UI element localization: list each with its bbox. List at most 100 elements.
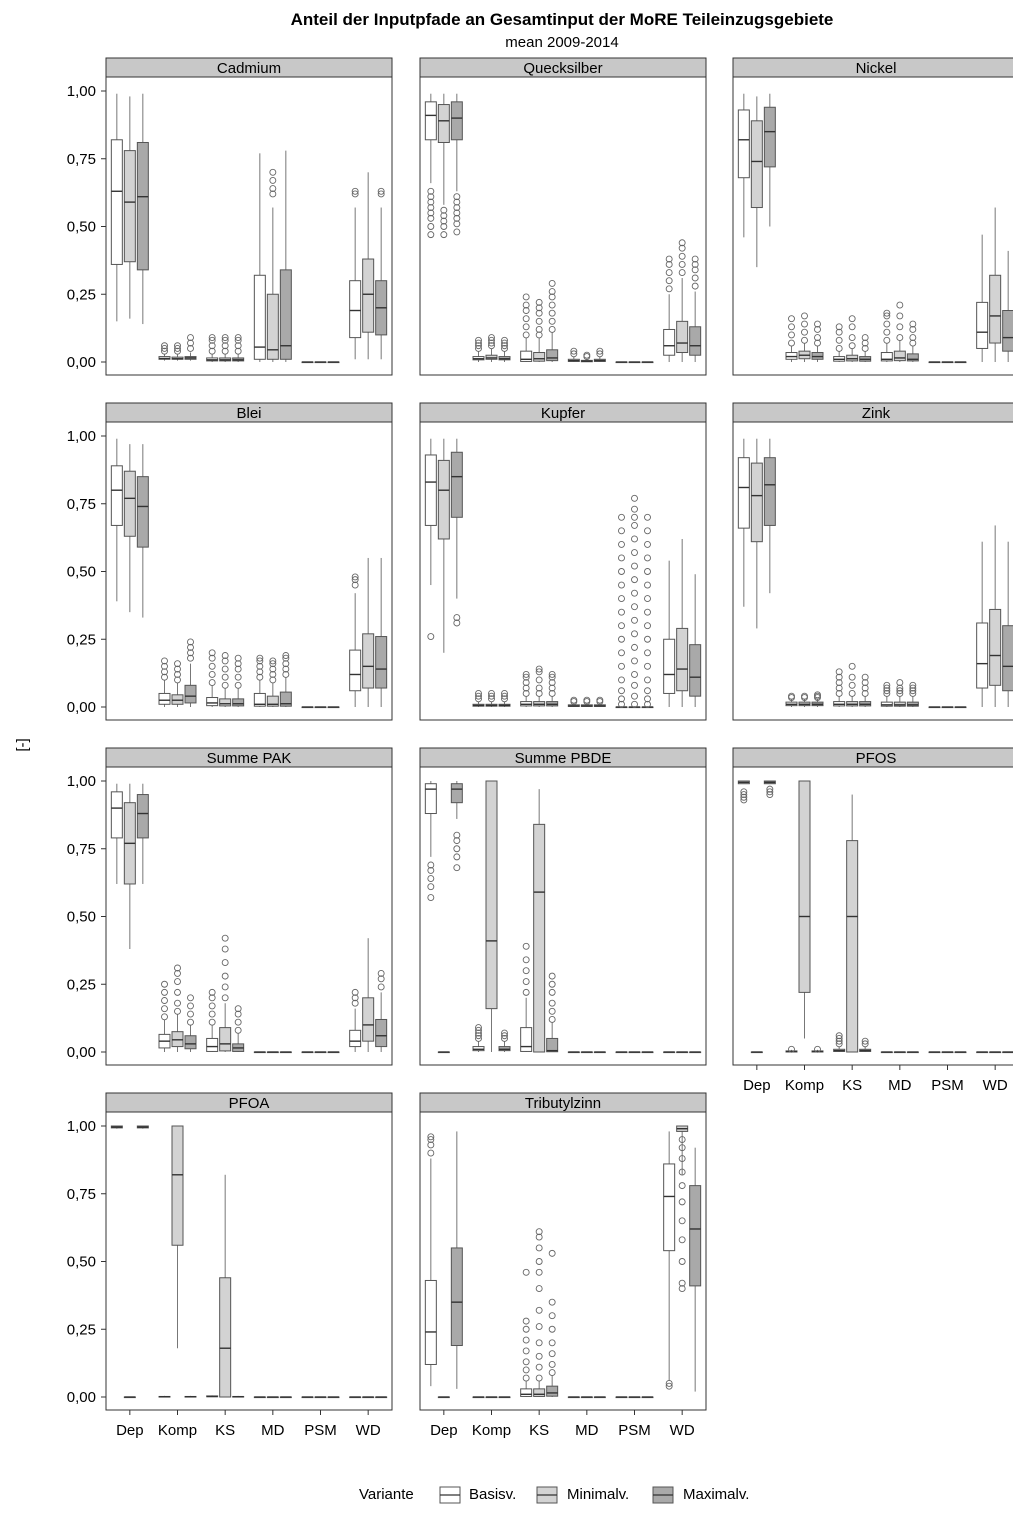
- box-quecksilber-md-basisv-outlier-0: [570, 350, 578, 358]
- box-tributylzinn-wd-minimalv-outlier-7: [678, 1168, 686, 1176]
- box-nickel-ks-maximalv-outlier-2: [861, 334, 869, 342]
- box-kupfer-psm-minimalv-outlier-6: [631, 630, 638, 638]
- box-cadmium-ks-basisv: [206, 334, 219, 362]
- box-tributylzinn-ks-maximalv-outlier-1: [548, 1361, 556, 1368]
- box-quecksilber-ks-basisv-outlier-1: [522, 323, 530, 331]
- box-kupfer-psm-basisv-outlier-7: [618, 622, 625, 630]
- box-kupfer-wd-minimalv-iqr: [676, 627, 689, 692]
- panel-frame-summe-pak: [105, 766, 393, 1066]
- box-quecksilber-dep-basisv-outlier-7: [427, 187, 435, 195]
- box-summe-pbde-komp-basisv-outlier-4: [475, 1024, 482, 1032]
- box-nickel-komp-maximalv-outlier-2: [814, 326, 821, 333]
- box-zink-ks-minimalv-outlier-1: [848, 681, 856, 689]
- box-pfoa-md-basisv: [253, 1396, 266, 1399]
- panel-title-kupfer: Kupfer: [541, 405, 585, 422]
- box-cadmium-ks-maximalv-outlier-2: [234, 336, 242, 344]
- box-summe-pak-wd-basisv-outlier-1: [351, 994, 359, 1002]
- box-kupfer-psm-basisv: [615, 513, 628, 709]
- box-zink-wd-maximalv: [1002, 541, 1013, 707]
- box-nickel-md-basisv-outlier-4: [883, 309, 891, 317]
- box-quecksilber-ks-maximalv-outlier-6: [548, 279, 556, 287]
- box-quecksilber-dep-minimalv-outlier-1: [440, 223, 448, 230]
- box-quecksilber-komp-basisv-outlier-1: [475, 342, 482, 350]
- box-summe-pak-komp-basisv-outlier-0: [161, 1013, 168, 1021]
- box-zink-md-basisv-outlier-0: [883, 690, 891, 697]
- box-nickel-wd-maximalv: [1002, 250, 1013, 362]
- box-quecksilber-dep-basisv-outlier-5: [427, 198, 435, 206]
- box-summe-pak-md-minimalv: [266, 1051, 279, 1054]
- box-summe-pak-wd-maximalv-outlier-2: [377, 969, 385, 977]
- box-quecksilber-komp-basisv-outlier-0: [475, 345, 482, 352]
- box-quecksilber-ks-basisv: [520, 293, 533, 362]
- box-summe-pak-md-maximalv: [279, 1051, 292, 1054]
- box-blei-wd-maximalv: [375, 557, 388, 707]
- box-blei-psm-maximalv: [327, 706, 340, 709]
- panel-frame-summe-pbde: [419, 766, 707, 1066]
- legend-title: Variante: [359, 1486, 414, 1503]
- box-summe-pak-wd-maximalv-iqr: [375, 1018, 388, 1048]
- box-quecksilber-dep-minimalv-iqr: [437, 104, 450, 143]
- box-nickel-dep-maximalv-iqr: [763, 106, 776, 168]
- box-cadmium-komp-minimalv-outlier-2: [174, 342, 181, 350]
- box-cadmium-ks-maximalv-outlier-1: [234, 342, 242, 350]
- box-blei-komp-basisv-iqr: [158, 692, 171, 705]
- box-nickel-md-maximalv: [906, 320, 919, 362]
- box-quecksilber-ks-basisv-outlier-5: [522, 293, 530, 301]
- box-summe-pak-wd-maximalv: [375, 969, 388, 1052]
- x-tick-label: WD: [983, 1077, 1008, 1094]
- box-pfoa-ks-basisv: [206, 1395, 219, 1398]
- box-quecksilber-dep-maximalv-iqr: [450, 101, 463, 141]
- box-tributylzinn-ks-minimalv-outlier-8: [535, 1258, 543, 1265]
- box-kupfer-psm-minimalv-outlier-2: [631, 681, 638, 689]
- box-cadmium-md-basisv: [253, 153, 266, 362]
- box-tributylzinn-ks-basisv-iqr: [520, 1388, 533, 1397]
- box-quecksilber-md-maximalv-outlier-1: [596, 347, 604, 355]
- box-tributylzinn-ks-minimalv: [533, 1228, 546, 1397]
- box-nickel-komp-maximalv-outlier-3: [814, 320, 821, 328]
- box-blei-md-minimalv: [266, 657, 279, 707]
- box-quecksilber-ks-maximalv-outlier-5: [548, 288, 556, 295]
- box-blei-komp-basisv-outlier-0: [161, 673, 168, 681]
- x-tick-label: KS: [215, 1422, 235, 1439]
- box-tributylzinn-ks-minimalv-outlier-6: [535, 1285, 543, 1293]
- box-quecksilber-ks-basisv-iqr: [520, 350, 533, 362]
- box-pfos-psm-basisv: [928, 1051, 941, 1054]
- box-kupfer-psm-minimalv-outlier-17: [631, 494, 638, 502]
- box-tributylzinn-ks-maximalv: [546, 1249, 559, 1397]
- box-cadmium-psm-minimalv: [314, 361, 327, 364]
- box-summe-pak-wd-minimalv: [362, 938, 375, 1052]
- box-cadmium-md-minimalv-outlier-3: [269, 168, 277, 176]
- box-quecksilber-dep-maximalv-outlier-1: [453, 220, 461, 228]
- box-kupfer-psm-basisv-outlier-6: [618, 635, 625, 643]
- box-nickel-ks-maximalv-outlier-0: [861, 345, 869, 352]
- box-blei-komp-maximalv-outlier-2: [187, 643, 194, 651]
- box-summe-pbde-komp-maximalv-outlier-1: [501, 1032, 508, 1040]
- panel-title-tributylzinn: Tributylzinn: [525, 1095, 601, 1112]
- panel-frame-pfoa: [105, 1111, 393, 1411]
- box-blei-ks-basisv-outlier-3: [208, 654, 216, 662]
- box-quecksilber-ks-minimalv-outlier-5: [535, 298, 543, 306]
- y-tick-label: 0,75: [67, 841, 96, 858]
- y-tick-label: 0,00: [67, 354, 96, 371]
- box-cadmium-md-minimalv-outlier-2: [269, 176, 277, 184]
- box-quecksilber-ks-minimalv: [533, 298, 546, 362]
- box-quecksilber-wd-maximalv-iqr: [689, 326, 702, 356]
- box-summe-pbde-dep-basisv-iqr: [424, 783, 437, 815]
- box-summe-pbde-komp-maximalv-outlier-2: [501, 1029, 508, 1037]
- box-quecksilber-ks-minimalv-outlier-3: [535, 309, 543, 317]
- box-cadmium-dep-maximalv-iqr: [136, 141, 149, 271]
- box-zink-md-minimalv-outlier-3: [896, 679, 904, 687]
- box-kupfer-psm-minimalv-outlier-3: [631, 671, 638, 678]
- box-summe-pak-dep-maximalv-iqr: [136, 794, 149, 839]
- box-nickel-md-minimalv-outlier-3: [896, 301, 904, 309]
- box-zink-dep-minimalv-iqr: [750, 462, 763, 543]
- box-zink-md-maximalv: [906, 681, 919, 707]
- box-zink-md-minimalv: [893, 679, 906, 707]
- box-summe-pbde-ks-basisv-outlier-3: [522, 956, 530, 964]
- box-summe-pak-komp-minimalv-outlier-5: [174, 964, 181, 972]
- box-kupfer-ks-basisv-outlier-4: [522, 671, 530, 678]
- box-summe-pak-ks-basisv: [206, 988, 219, 1052]
- y-tick-label: 0,75: [67, 496, 96, 513]
- box-summe-pbde-ks-minimalv-iqr: [533, 823, 546, 1053]
- box-quecksilber-wd-minimalv-outlier-0: [678, 269, 686, 277]
